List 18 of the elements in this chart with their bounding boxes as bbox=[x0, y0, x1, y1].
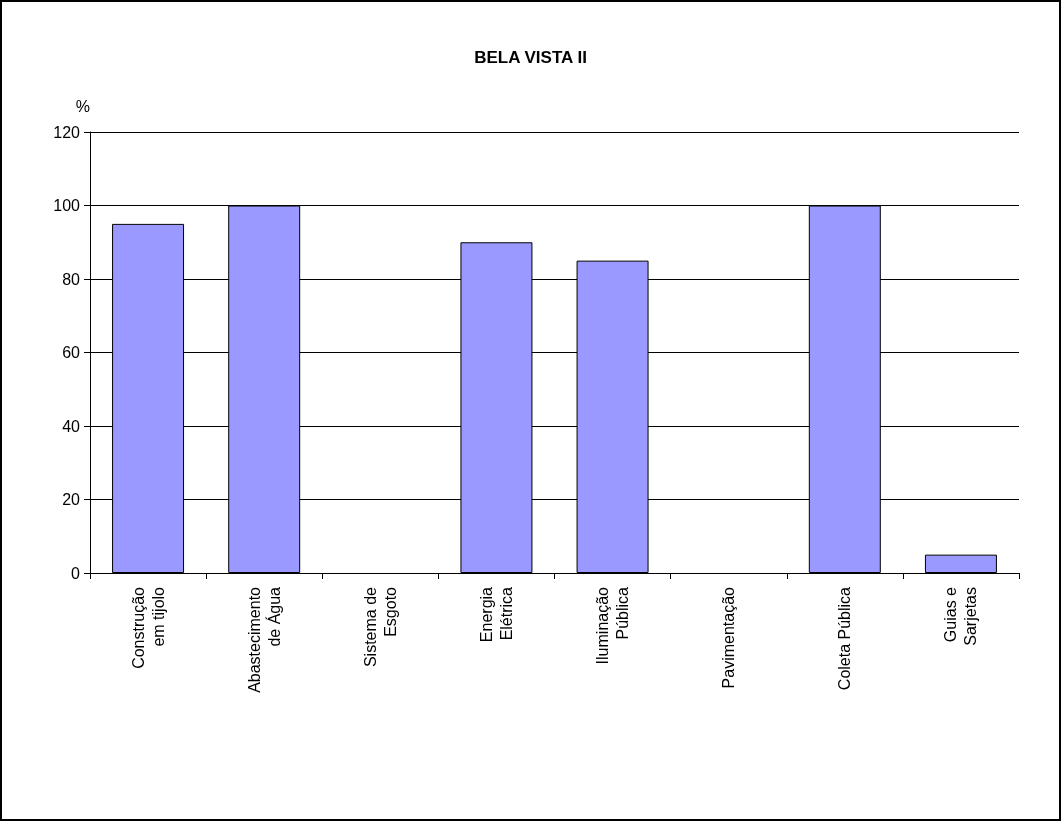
x-tick-label: Sistema de Esgoto bbox=[361, 586, 399, 668]
chart-title: BELA VISTA II bbox=[474, 48, 587, 67]
y-tick-label: 100 bbox=[53, 197, 81, 214]
y-axis-title: % bbox=[75, 97, 90, 115]
x-tick-label: Pavimentação bbox=[720, 586, 738, 689]
y-tick-label: 0 bbox=[71, 564, 81, 582]
y-tick-label: 80 bbox=[62, 270, 81, 288]
x-tick-label: Construção em tijolo bbox=[129, 586, 167, 669]
bar bbox=[924, 554, 997, 573]
y-tick-label: 20 bbox=[62, 491, 81, 508]
x-tick-label: Guias e Sarjetas bbox=[942, 586, 980, 646]
x-tick-label: Energia Elétrica bbox=[477, 586, 515, 643]
x-tick-label: Abastecimento de Água bbox=[245, 586, 283, 693]
y-tick-label: 60 bbox=[62, 344, 81, 361]
y-tick-label: 120 bbox=[53, 123, 81, 141]
y-tick-label: 40 bbox=[62, 417, 81, 435]
x-tick-label: Coleta Pública bbox=[836, 586, 854, 691]
x-tick-label: Iluminação Pública bbox=[594, 586, 632, 665]
